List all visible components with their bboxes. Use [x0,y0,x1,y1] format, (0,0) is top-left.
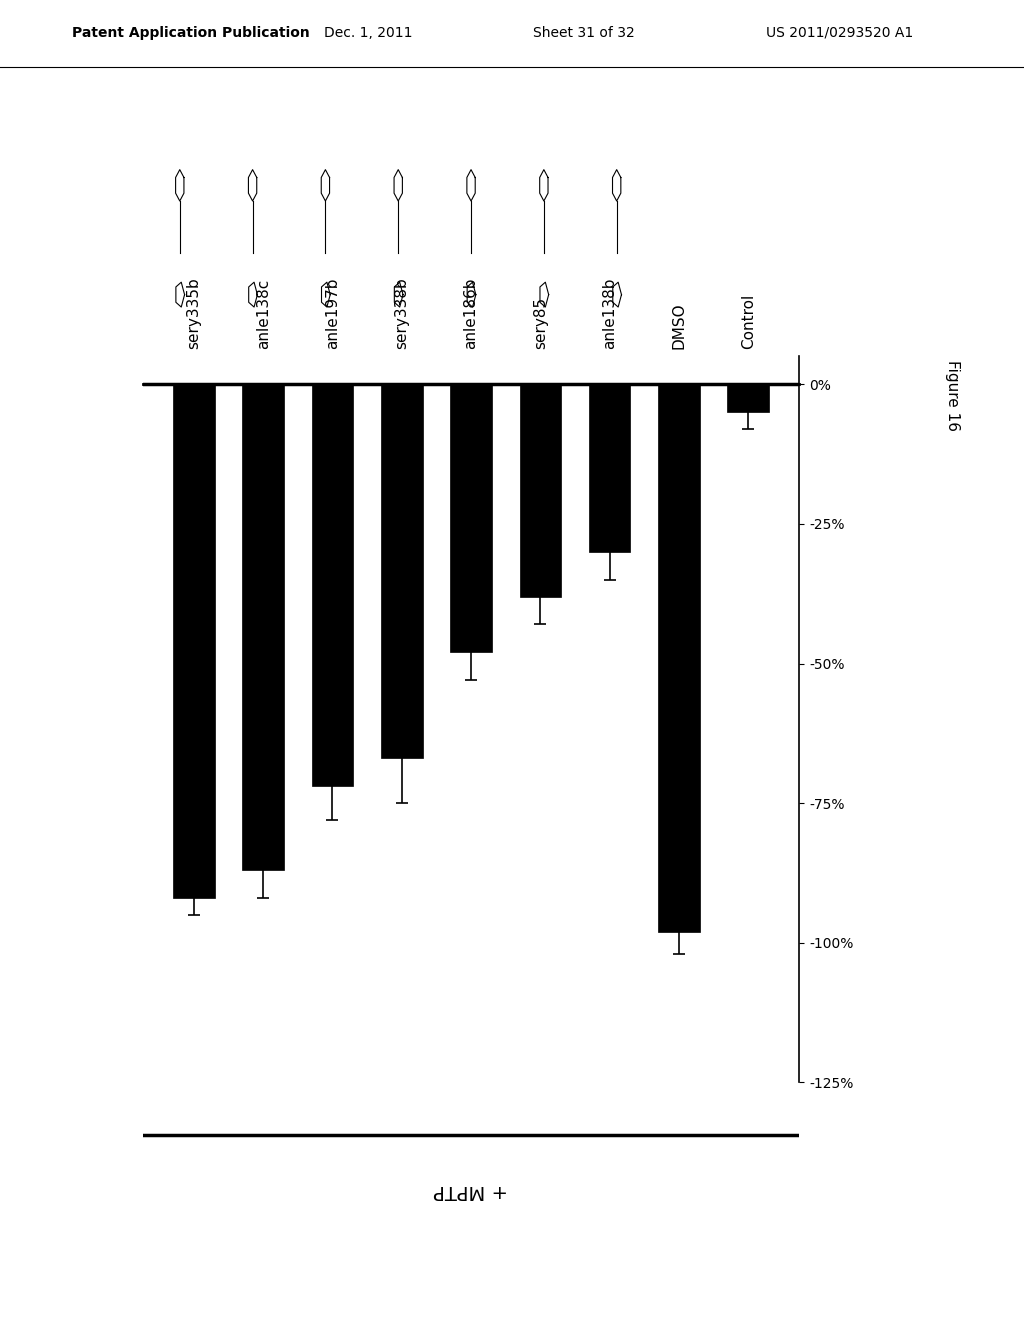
Bar [311,384,353,787]
Text: Dec. 1, 2011: Dec. 1, 2011 [325,25,413,40]
Bar [451,384,492,652]
Bar [658,384,699,932]
Bar [589,384,631,552]
Text: Patent Application Publication: Patent Application Publication [72,25,309,40]
Bar [519,384,561,597]
Text: Figure 16: Figure 16 [945,360,959,432]
Bar [727,384,769,412]
Text: Sheet 31 of 32: Sheet 31 of 32 [532,25,635,40]
Bar [243,384,284,870]
Text: + MPTP: + MPTP [434,1181,508,1200]
Bar [173,384,215,898]
Text: US 2011/0293520 A1: US 2011/0293520 A1 [766,25,913,40]
Bar [381,384,423,759]
